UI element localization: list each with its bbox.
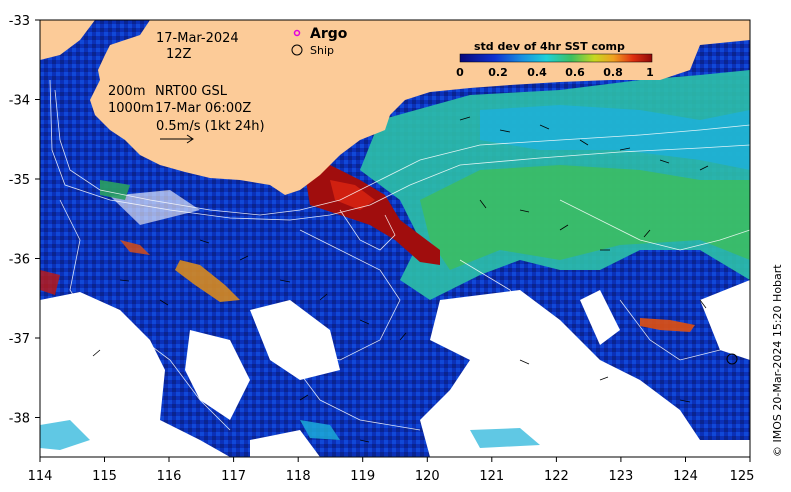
colorbar-tick: 0 (456, 66, 464, 79)
high-variance-regions (40, 70, 750, 450)
y-tick-label: -33 (9, 14, 30, 29)
land-mass (40, 20, 750, 195)
vector-scale-label: 0.5m/s (1kt 24h) (156, 119, 265, 134)
x-tick-label: 116 (157, 469, 182, 484)
ship-legend-label: Ship (310, 44, 334, 57)
y-tick-label: -38 (9, 412, 30, 427)
y-axis (35, 19, 40, 418)
x-tick-label: 118 (286, 469, 311, 484)
depth-contour-1000m: 1000m (108, 101, 154, 116)
ship-marker (726, 353, 738, 365)
x-tick-label: 115 (92, 469, 117, 484)
colorbar-tick: 0.2 (488, 66, 508, 79)
colorbar-title: std dev of 4hr SST comp (474, 40, 625, 53)
map-date: 17-Mar-2024 (156, 31, 239, 46)
colorbar-tick: 0.4 (527, 66, 547, 79)
y-tick-label: -35 (9, 173, 30, 188)
x-tick-label: 119 (350, 469, 375, 484)
x-tick-label: 114 (28, 469, 53, 484)
imos-credit: © IMOS 20-Mar-2024 15:20 Hobart (771, 264, 784, 457)
x-tick-label: 123 (608, 469, 633, 484)
x-tick-labels: 114 115 116 117 118 119 120 121 122 123 … (28, 469, 755, 484)
bathymetry-contours (49, 79, 750, 431)
x-tick-label: 124 (673, 469, 698, 484)
current-vectors (92, 116, 709, 443)
vector-scale-arrow-icon (160, 134, 194, 144)
colorbar-tick: 0.8 (603, 66, 623, 79)
y-tick-label: -37 (9, 332, 30, 347)
colorbar-tick-labels: 0 0.2 0.4 0.6 0.8 1 (456, 66, 654, 79)
y-tick-labels: -33 -34 -35 -36 -37 -38 (9, 14, 30, 427)
depth-contour-200m: 200m (108, 84, 145, 99)
x-axis (39, 457, 751, 462)
ship-legend-marker (291, 44, 303, 56)
argo-legend-marker (293, 29, 301, 37)
colorbar-tick: 0.6 (565, 66, 585, 79)
model-name: NRT00 GSL (155, 84, 228, 99)
x-tick-label: 117 (221, 469, 246, 484)
x-tick-label: 122 (544, 469, 569, 484)
plot-area (40, 20, 750, 457)
model-time: 17-Mar 06:00Z (155, 101, 251, 116)
colorbar (459, 53, 653, 63)
y-tick-label: -36 (9, 253, 30, 268)
colorbar-tick: 1 (646, 66, 654, 79)
land-island (40, 20, 95, 60)
plot-border (39, 19, 751, 458)
x-tick-label: 120 (415, 469, 440, 484)
x-tick-label: 125 (730, 469, 755, 484)
x-tick-label: 121 (479, 469, 504, 484)
y-tick-label: -34 (9, 94, 30, 109)
argo-legend-label: Argo (310, 26, 348, 42)
map-hour: 12Z (166, 47, 192, 62)
